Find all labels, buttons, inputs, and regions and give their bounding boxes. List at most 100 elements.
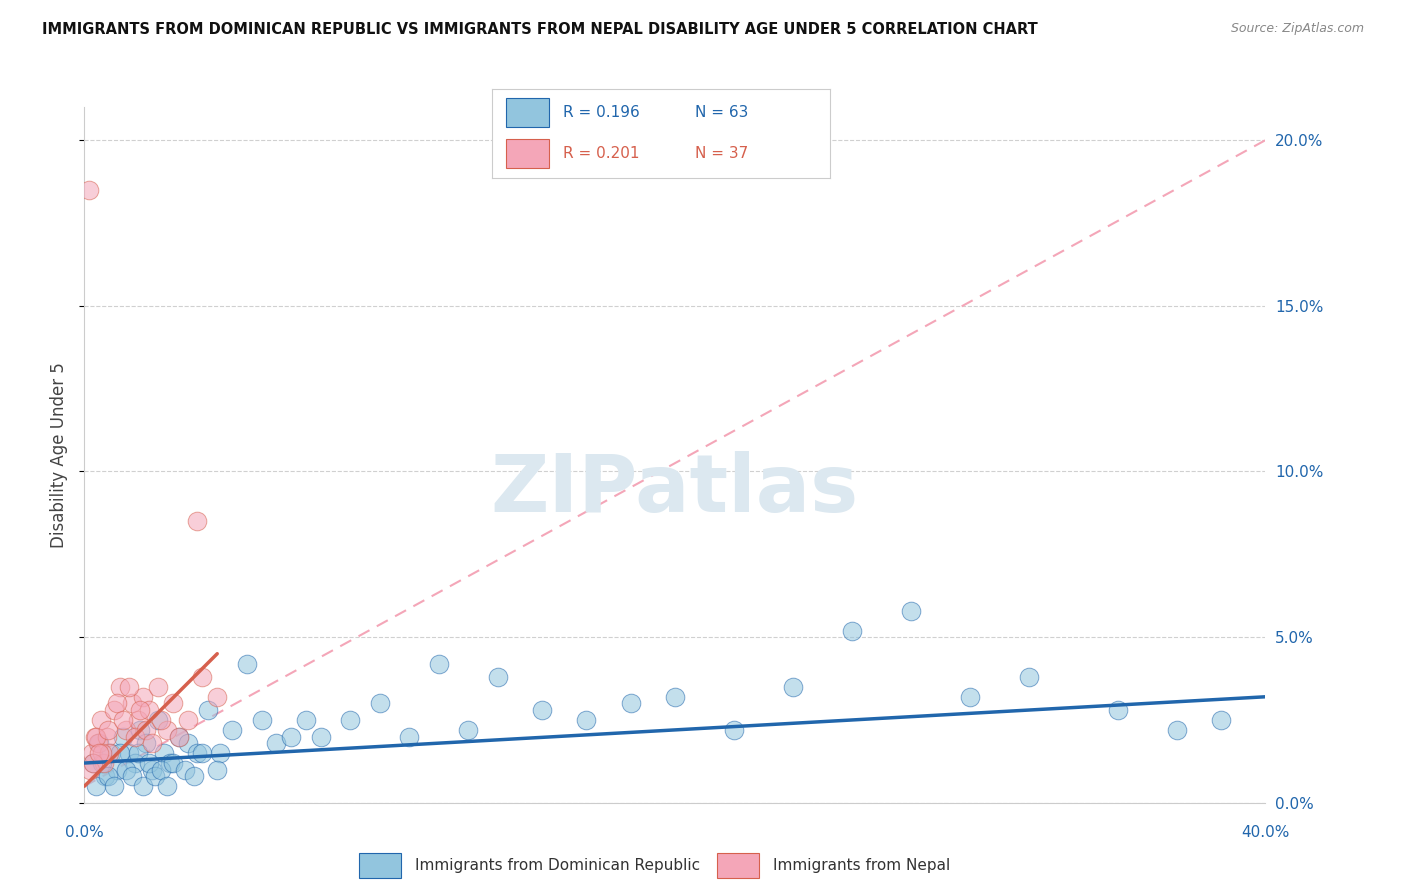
Point bbox=[1107, 703, 1129, 717]
Point bbox=[1018, 670, 1040, 684]
Point bbox=[1209, 713, 1232, 727]
Point bbox=[79, 763, 101, 777]
Point bbox=[96, 730, 118, 744]
Point bbox=[108, 680, 131, 694]
Point bbox=[80, 746, 103, 760]
Point bbox=[167, 730, 190, 744]
Point bbox=[98, 746, 121, 760]
Text: IMMIGRANTS FROM DOMINICAN REPUBLIC VS IMMIGRANTS FROM NEPAL DISABILITY AGE UNDER: IMMIGRANTS FROM DOMINICAN REPUBLIC VS IM… bbox=[42, 22, 1038, 37]
Point bbox=[177, 736, 200, 750]
Point bbox=[97, 723, 120, 737]
Point bbox=[77, 183, 100, 197]
Point bbox=[427, 657, 450, 671]
Point bbox=[143, 769, 166, 783]
Point bbox=[108, 746, 131, 760]
Point bbox=[89, 736, 111, 750]
Point bbox=[156, 723, 179, 737]
Point bbox=[148, 713, 170, 727]
Point bbox=[191, 670, 214, 684]
Point bbox=[186, 746, 208, 760]
Text: Immigrants from Dominican Republic: Immigrants from Dominican Republic bbox=[415, 858, 700, 872]
Point bbox=[486, 670, 509, 684]
Point bbox=[398, 730, 420, 744]
Point bbox=[90, 713, 112, 727]
Point bbox=[129, 703, 152, 717]
Point bbox=[84, 730, 107, 744]
Point bbox=[89, 746, 111, 760]
Point bbox=[93, 756, 115, 770]
Point bbox=[118, 746, 141, 760]
Text: R = 0.201: R = 0.201 bbox=[562, 146, 640, 161]
Point bbox=[127, 713, 149, 727]
Point bbox=[197, 703, 219, 717]
Point bbox=[841, 624, 863, 638]
Point bbox=[135, 736, 157, 750]
Point bbox=[159, 756, 181, 770]
Text: 40.0%: 40.0% bbox=[1241, 825, 1289, 840]
Point bbox=[84, 779, 107, 793]
Point bbox=[295, 713, 318, 727]
Point bbox=[619, 697, 641, 711]
Point bbox=[457, 723, 479, 737]
Point bbox=[103, 779, 125, 793]
Point bbox=[114, 763, 136, 777]
Text: 0.0%: 0.0% bbox=[65, 825, 104, 840]
Point bbox=[114, 723, 136, 737]
Point bbox=[138, 703, 160, 717]
Point bbox=[723, 723, 745, 737]
Point bbox=[82, 756, 104, 770]
Point bbox=[162, 697, 184, 711]
Point bbox=[132, 690, 155, 704]
Point bbox=[236, 657, 259, 671]
Point bbox=[173, 763, 195, 777]
Point bbox=[368, 697, 391, 711]
Point bbox=[167, 730, 190, 744]
Point bbox=[127, 746, 149, 760]
Point bbox=[105, 763, 128, 777]
Point bbox=[280, 730, 302, 744]
Point bbox=[129, 723, 152, 737]
Bar bbox=[359, 853, 401, 878]
Point bbox=[250, 713, 273, 727]
Point bbox=[664, 690, 686, 704]
Point bbox=[97, 769, 120, 783]
Point bbox=[156, 779, 179, 793]
Point bbox=[111, 713, 134, 727]
Bar bbox=[717, 853, 759, 878]
Text: N = 37: N = 37 bbox=[695, 146, 748, 161]
Point bbox=[153, 746, 176, 760]
Point bbox=[82, 756, 104, 770]
Point bbox=[83, 730, 105, 744]
Point bbox=[91, 746, 114, 760]
Point bbox=[121, 769, 143, 783]
Text: Immigrants from Nepal: Immigrants from Nepal bbox=[773, 858, 950, 872]
Point bbox=[86, 736, 108, 750]
Point bbox=[162, 756, 184, 770]
Point bbox=[782, 680, 804, 694]
Point bbox=[177, 713, 200, 727]
Point bbox=[91, 756, 114, 770]
Point bbox=[575, 713, 598, 727]
Text: N = 63: N = 63 bbox=[695, 105, 748, 120]
Point bbox=[148, 680, 170, 694]
Bar bbox=[506, 98, 550, 127]
Point bbox=[105, 697, 128, 711]
Point bbox=[183, 769, 205, 783]
Point bbox=[100, 746, 122, 760]
Y-axis label: Disability Age Under 5: Disability Age Under 5 bbox=[51, 362, 69, 548]
Point bbox=[132, 779, 155, 793]
Bar bbox=[506, 139, 550, 168]
Point bbox=[135, 723, 157, 737]
Text: Source: ZipAtlas.com: Source: ZipAtlas.com bbox=[1230, 22, 1364, 36]
Text: ZIPatlas: ZIPatlas bbox=[491, 450, 859, 529]
Point bbox=[900, 604, 922, 618]
Point bbox=[150, 763, 173, 777]
Point bbox=[103, 703, 125, 717]
Point bbox=[186, 514, 208, 528]
Point bbox=[309, 730, 332, 744]
Point bbox=[141, 736, 163, 750]
Point bbox=[191, 746, 214, 760]
Point bbox=[111, 730, 134, 744]
Point bbox=[141, 763, 163, 777]
Point bbox=[205, 763, 228, 777]
